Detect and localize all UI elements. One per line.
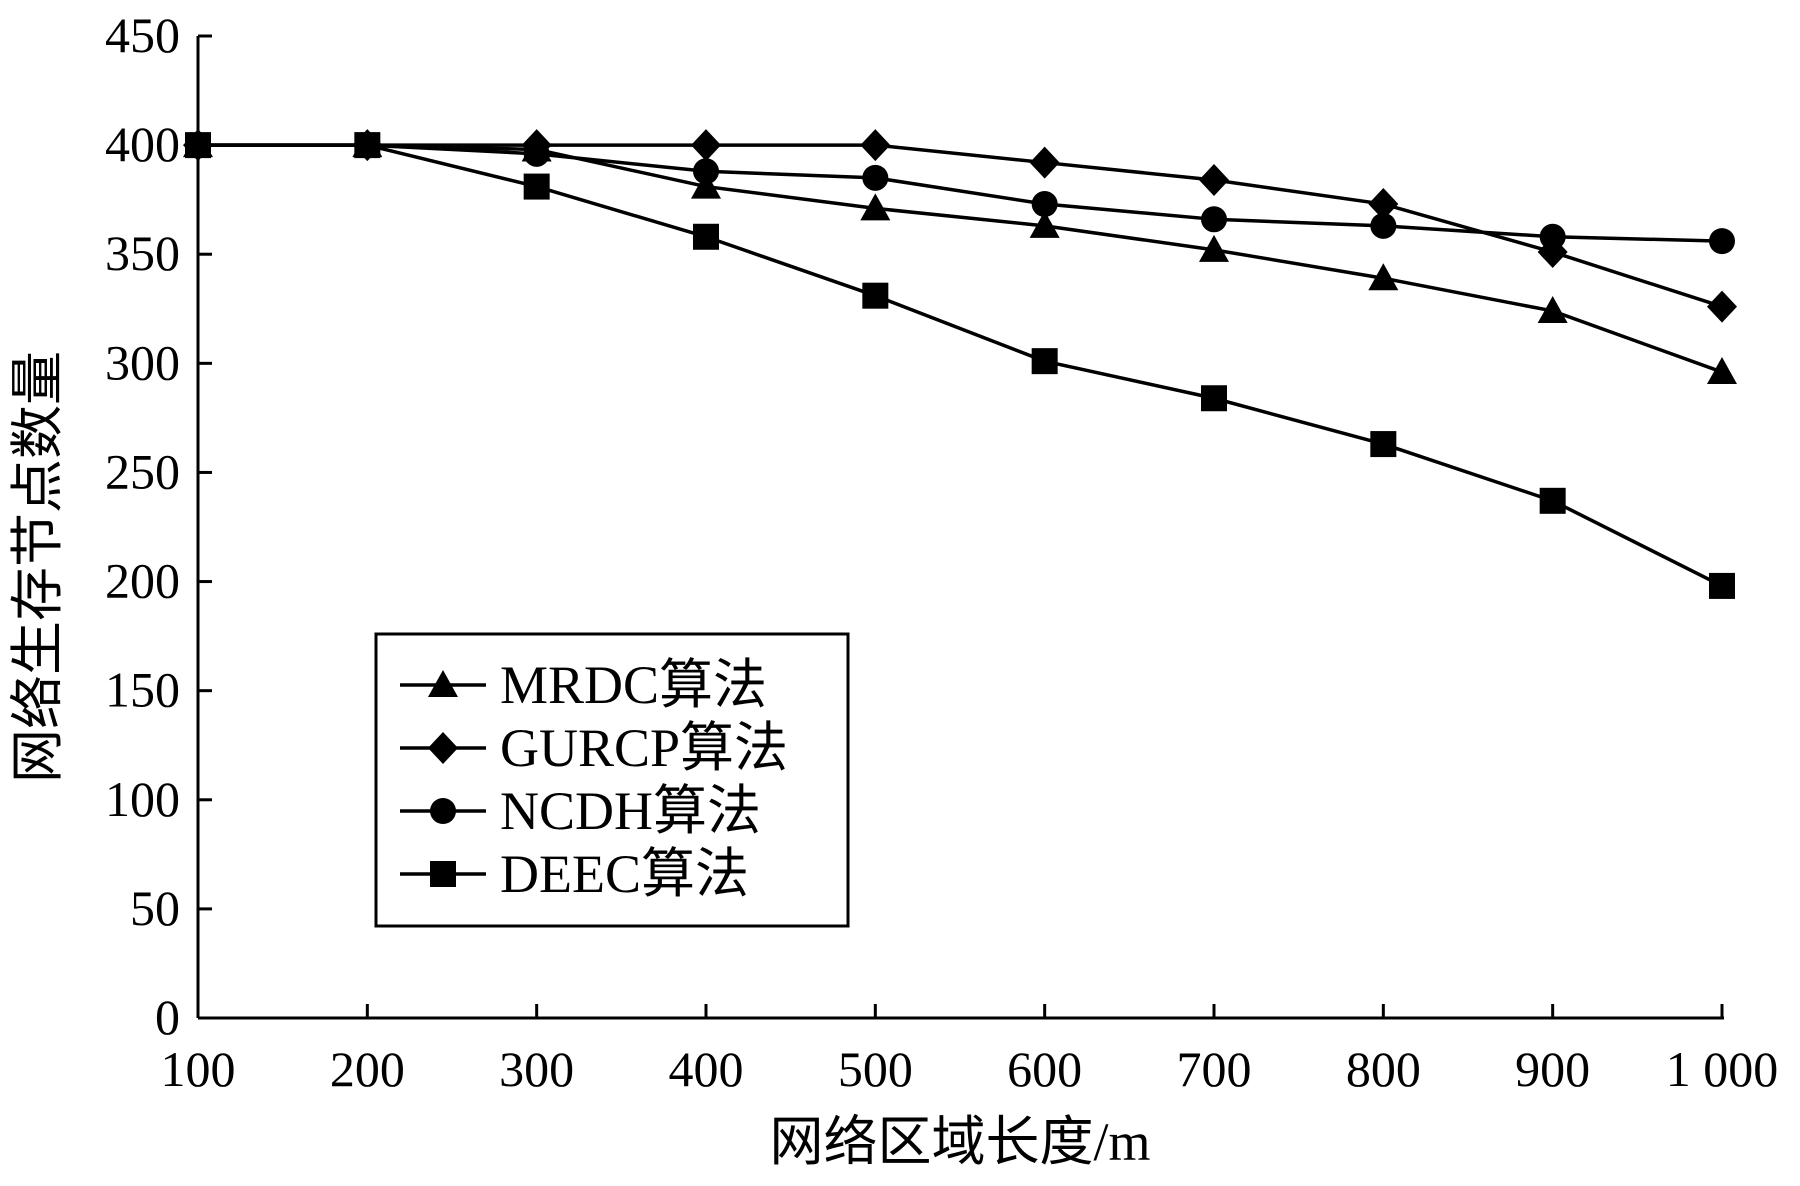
data-point [354, 132, 381, 159]
data-point [691, 129, 721, 162]
legend-label: GURCP算法 [500, 718, 788, 778]
y-tick-label: 450 [105, 7, 180, 63]
data-point [185, 132, 211, 159]
x-tick-label: 200 [330, 1041, 405, 1097]
legend-marker [430, 861, 456, 887]
legend-label: MRDC算法 [500, 655, 767, 715]
y-tick-label: 200 [105, 553, 180, 609]
axes: 0 50 100 150 200 250 300 350 400 450 100 200 300 400 5… [105, 7, 1778, 1097]
data-point [1199, 164, 1229, 197]
legend-label: DEEC算法 [500, 844, 749, 904]
data-point [1539, 487, 1566, 514]
data-point [1029, 210, 1060, 238]
y-tick-label: 300 [105, 334, 180, 390]
data-point [1539, 223, 1566, 250]
legend-marker [428, 732, 458, 764]
data-point [1368, 263, 1399, 291]
data-point [1370, 431, 1397, 458]
x-tick-label: 600 [1007, 1041, 1082, 1097]
data-point [1709, 572, 1735, 599]
x-tick-label: 900 [1515, 1041, 1590, 1097]
data-point [1370, 212, 1397, 239]
legend-label: NCDH算法 [500, 781, 761, 841]
data-point [1707, 357, 1737, 385]
series-square [185, 132, 1735, 599]
data-point [523, 173, 550, 200]
x-tick-label: 100 [161, 1041, 236, 1097]
x-tick-label: 400 [669, 1041, 744, 1097]
series-line [198, 143, 1723, 243]
y-tick-label: 250 [105, 443, 180, 499]
x-tick-label: 800 [1346, 1041, 1421, 1097]
y-tick-label: 150 [105, 662, 180, 718]
series-layer [183, 129, 1737, 599]
data-point [1709, 228, 1735, 255]
data-point [693, 223, 719, 250]
series-line [198, 143, 1723, 374]
data-point [693, 158, 719, 185]
data-point [1031, 191, 1058, 218]
series-line [198, 143, 1723, 309]
x-tick-label: 500 [838, 1041, 913, 1097]
data-point [523, 140, 550, 167]
x-tick-label: 1 000 [1666, 1041, 1779, 1097]
x-axis-title: 网络区域长度/m [769, 1112, 1150, 1172]
data-point [862, 164, 889, 191]
x-tick-label: 700 [1177, 1041, 1252, 1097]
data-point [1031, 348, 1058, 375]
series-circle [185, 132, 1735, 255]
legend-marker [428, 670, 458, 697]
data-point [862, 282, 889, 309]
data-point [1201, 385, 1227, 412]
series-line [198, 143, 1723, 588]
y-tick-label: 350 [105, 225, 180, 281]
y-tick-label: 100 [105, 771, 180, 827]
y-axis-title: 网络生存节点数量 [8, 351, 68, 783]
y-tick-label: 0 [155, 989, 180, 1045]
data-point [1537, 295, 1568, 323]
data-point [1201, 206, 1227, 233]
data-point [1707, 290, 1737, 323]
data-point [860, 129, 891, 162]
y-tick-label: 50 [130, 880, 180, 936]
legend-marker [430, 798, 456, 824]
data-point [691, 171, 721, 199]
data-point [860, 193, 891, 221]
series-triangle [183, 130, 1737, 385]
x-tick-label: 300 [499, 1041, 574, 1097]
y-tick-label: 400 [105, 116, 180, 172]
data-point [1029, 146, 1060, 179]
data-point [1199, 234, 1229, 262]
data-point [1368, 188, 1399, 221]
